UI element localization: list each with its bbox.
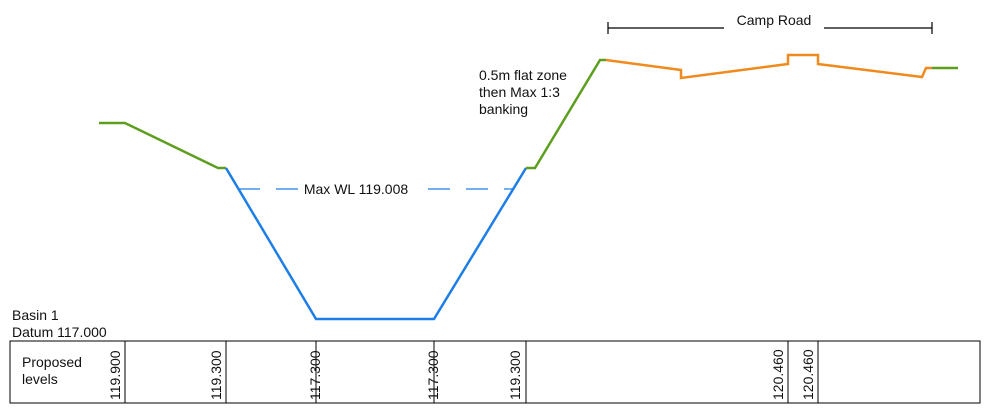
road-profile-line [605, 53, 932, 80]
bank-note-line1: 0.5m flat zone [479, 67, 567, 83]
section-name: Basin 1 [12, 307, 59, 323]
basin-profile-line [224, 167, 528, 321]
level-values: 119.900 119.300 117.300 117.300 119.300 … [107, 349, 816, 400]
left-bank-line [99, 121, 226, 170]
row-label-line2: levels [22, 371, 58, 387]
level-value: 120.460 [770, 349, 786, 400]
level-value: 120.460 [800, 349, 816, 400]
water-level-label: Max WL 119.008 [304, 181, 408, 197]
section-datum: Datum 117.000 [12, 324, 107, 340]
level-value: 119.900 [107, 350, 123, 400]
bank-note-line3: banking [479, 101, 528, 117]
level-value: 117.300 [425, 350, 441, 400]
right-bank-line [526, 58, 606, 170]
road-label-bg [724, 11, 824, 31]
levels-table [9, 340, 981, 404]
level-value: 119.300 [507, 350, 523, 400]
road-label: Camp Road [737, 12, 812, 28]
level-value: 117.300 [307, 350, 323, 400]
level-value: 119.300 [208, 350, 224, 400]
row-label-line1: Proposed [22, 354, 82, 370]
water-level-label-bg [300, 178, 412, 198]
bank-note-line2: then Max 1:3 [479, 84, 560, 100]
